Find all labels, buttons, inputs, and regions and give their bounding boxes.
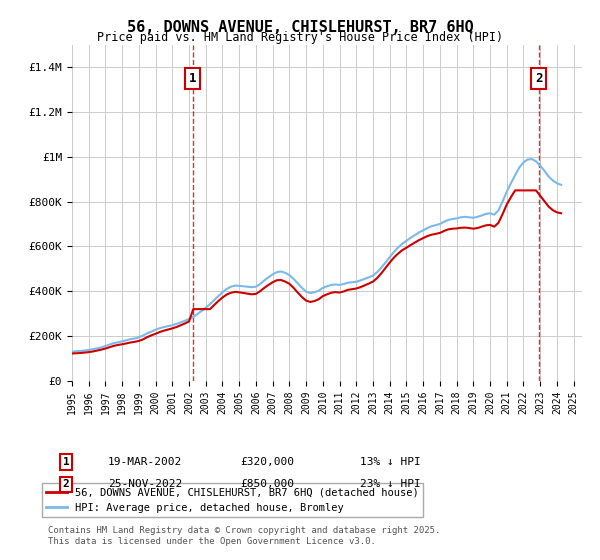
Text: £850,000: £850,000 — [240, 479, 294, 489]
Text: 1: 1 — [62, 457, 70, 467]
Text: 19-MAR-2002: 19-MAR-2002 — [108, 457, 182, 467]
Text: Contains HM Land Registry data © Crown copyright and database right 2025.
This d: Contains HM Land Registry data © Crown c… — [48, 526, 440, 546]
Text: 2: 2 — [62, 479, 70, 489]
Text: 23% ↓ HPI: 23% ↓ HPI — [360, 479, 421, 489]
Text: 2: 2 — [535, 72, 542, 85]
Text: £320,000: £320,000 — [240, 457, 294, 467]
Legend: 56, DOWNS AVENUE, CHISLEHURST, BR7 6HQ (detached house), HPI: Average price, det: 56, DOWNS AVENUE, CHISLEHURST, BR7 6HQ (… — [41, 483, 423, 517]
Text: 13% ↓ HPI: 13% ↓ HPI — [360, 457, 421, 467]
Text: 1: 1 — [189, 72, 196, 85]
Text: Price paid vs. HM Land Registry's House Price Index (HPI): Price paid vs. HM Land Registry's House … — [97, 31, 503, 44]
Text: 25-NOV-2022: 25-NOV-2022 — [108, 479, 182, 489]
Text: 56, DOWNS AVENUE, CHISLEHURST, BR7 6HQ: 56, DOWNS AVENUE, CHISLEHURST, BR7 6HQ — [127, 20, 473, 35]
